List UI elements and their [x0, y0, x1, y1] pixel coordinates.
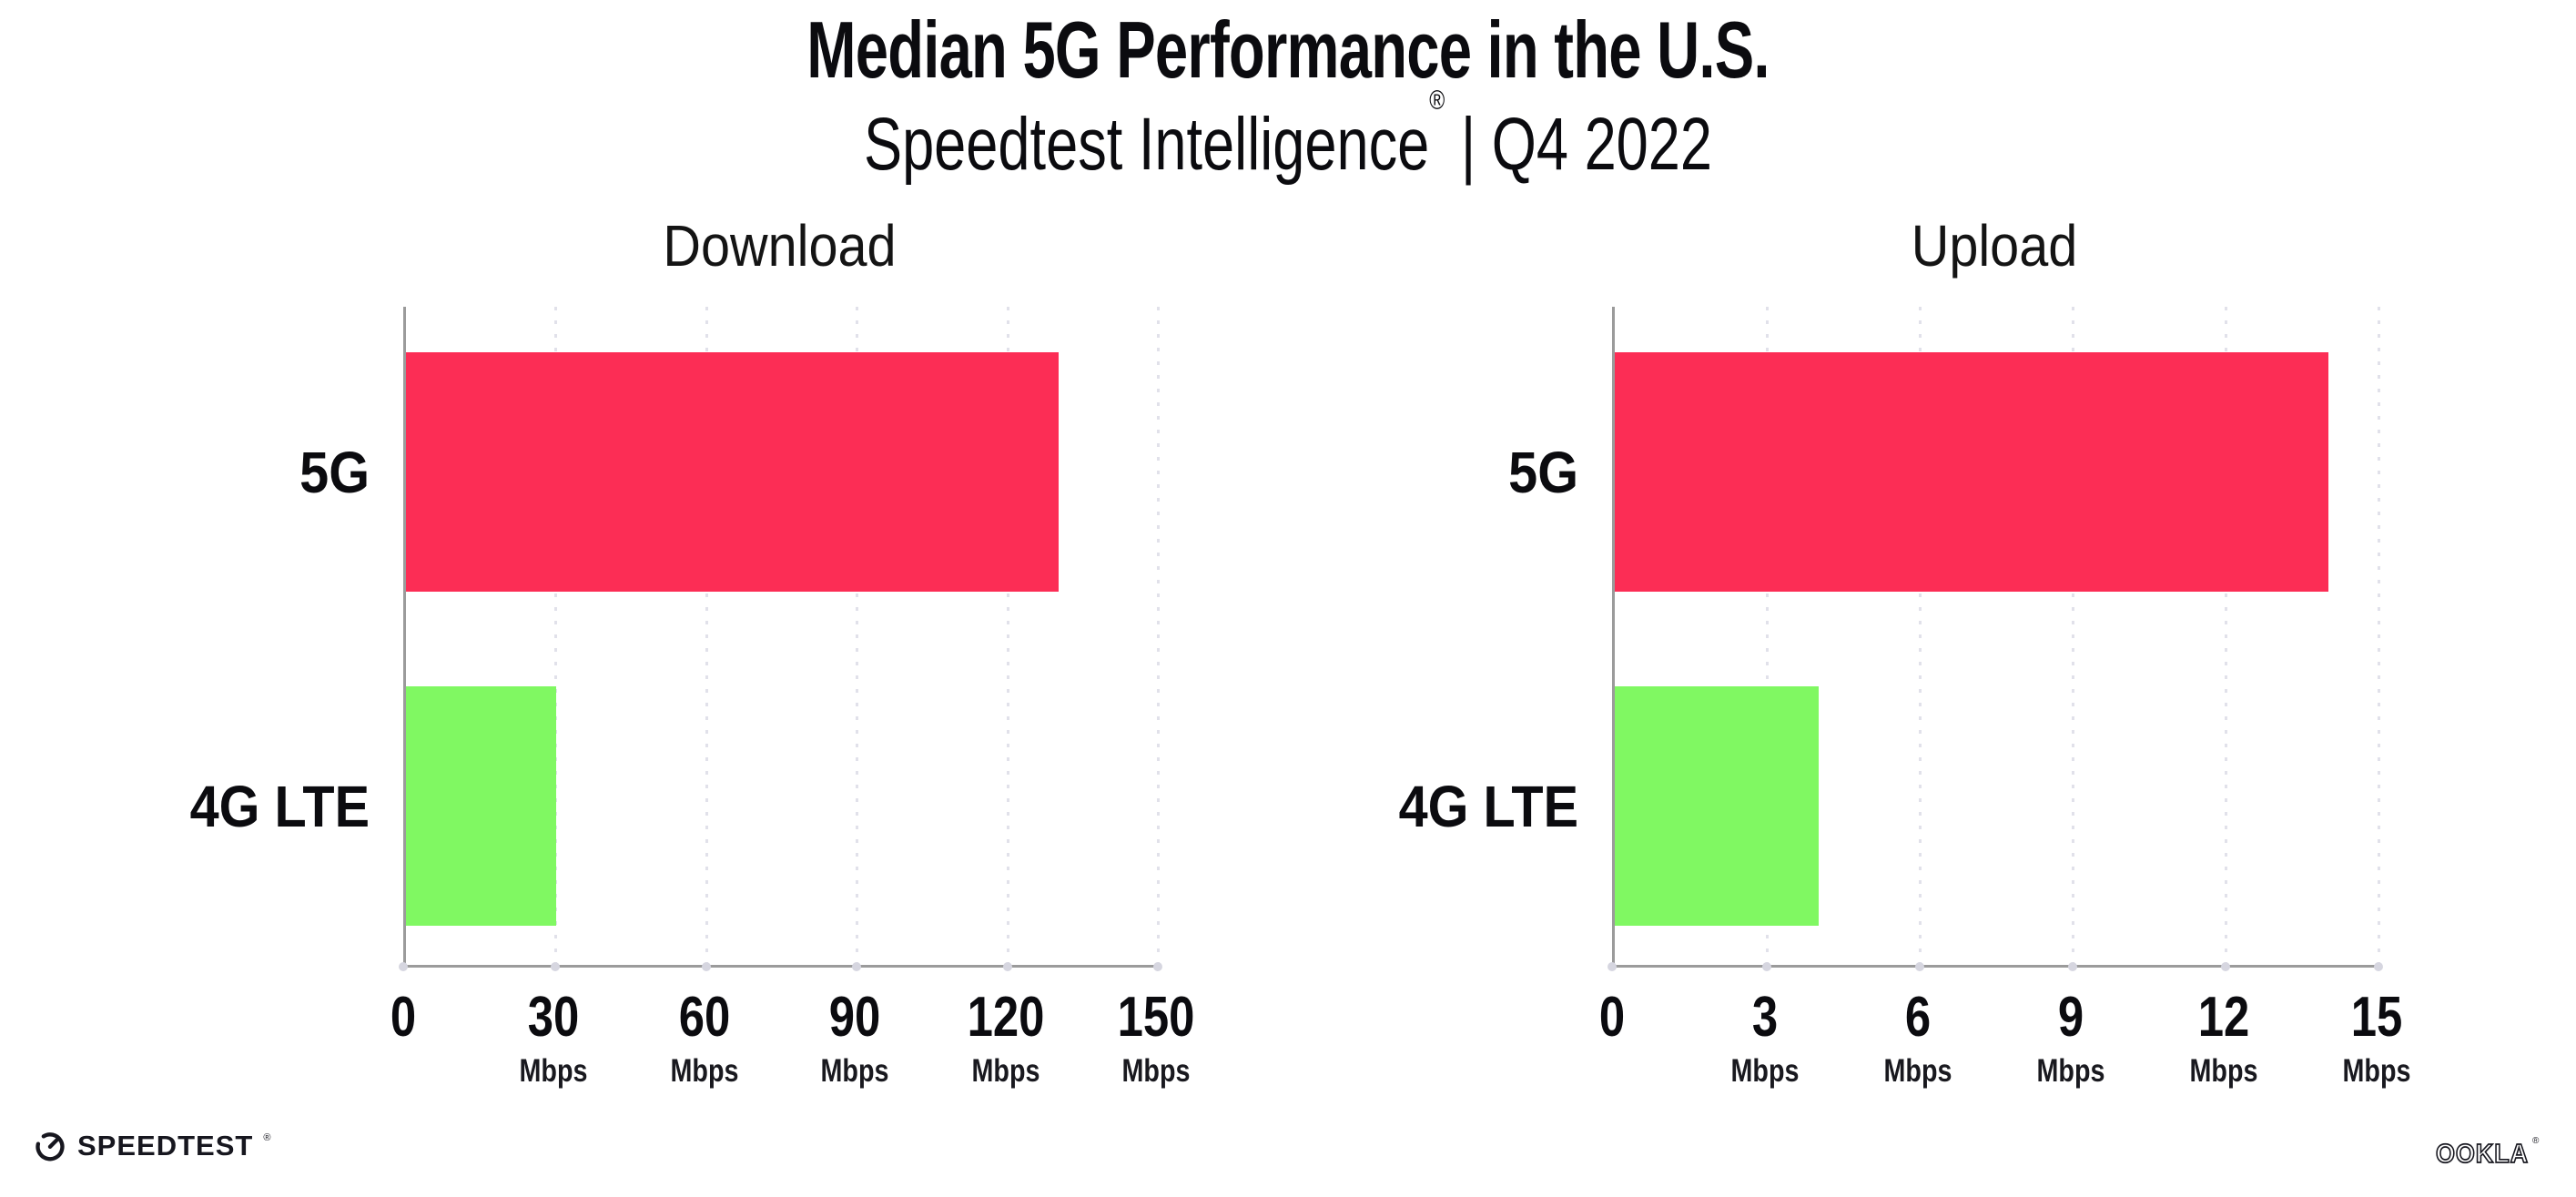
x-tick-6: 6 Mbps	[1884, 989, 1952, 1090]
x-tick-120: 120 Mbps	[967, 989, 1044, 1090]
gridline-15	[2374, 307, 2383, 971]
x-tick-9: 9 Mbps	[2037, 989, 2105, 1090]
page-title: Median 5G Performance in the U.S.	[806, 5, 1770, 95]
category-label-5g: 5G	[299, 439, 370, 505]
speedtest-wordmark: SPEEDTEST	[77, 1130, 254, 1161]
bar-5g-upload	[1615, 352, 2328, 592]
x-tick-unit: Mbps	[519, 1053, 588, 1089]
x-tick-unit: Mbps	[2189, 1053, 2258, 1089]
download-x-axis-ticks: 0 30 Mbps 60 Mbps 90 Mbps 120 Mbps 150 Mbps	[390, 989, 1195, 1135]
x-tick-unit: Mbps	[670, 1053, 739, 1089]
upload-x-axis-ticks: 0 3 Mbps 6 Mbps 9 Mbps 12 Mbps 15 Mbps	[1599, 989, 2411, 1135]
x-tick-150: 150 Mbps	[1118, 989, 1195, 1090]
bar-4g-lte-download	[406, 686, 557, 926]
x-tick-3: 3 Mbps	[1731, 989, 1800, 1090]
gridline-9	[2068, 307, 2077, 971]
category-label-4g-lte: 4G LTE	[1398, 773, 1578, 839]
gridline-3	[1762, 307, 1771, 971]
gridline-12	[2221, 307, 2230, 971]
x-tick-unit: Mbps	[1730, 1053, 1800, 1089]
x-tick-value: 120	[967, 986, 1045, 1049]
x-tick-12: 12 Mbps	[2190, 989, 2258, 1090]
subtitle-quarter: | Q4 2022	[1445, 103, 1713, 186]
x-tick-0: 0	[1599, 989, 1625, 1046]
gridline-60	[701, 307, 711, 971]
download-chart-title: Download	[663, 213, 897, 279]
x-tick-60: 60 Mbps	[670, 989, 738, 1090]
upload-chart-title: Upload	[1911, 213, 2078, 279]
x-tick-unit: Mbps	[1883, 1053, 1952, 1089]
speedtest-registered-mark: ®	[263, 1132, 271, 1143]
ookla-logo: OOKLA ®	[2434, 1132, 2552, 1177]
x-tick-value: 150	[1117, 986, 1195, 1049]
upload-chart-panel: Upload 5G 4G LTE 0 3 Mbps 6 Mbps 9 Mbps 12 Mbps 15…	[1399, 213, 2411, 1135]
x-tick-30: 30 Mbps	[520, 989, 588, 1090]
category-label-5g: 5G	[1508, 439, 1578, 505]
x-tick-value: 3	[1751, 986, 1779, 1049]
page-subtitle: Speedtest Intelligence® | Q4 2022	[296, 86, 2279, 188]
x-tick-value: 12	[2197, 986, 2250, 1049]
category-label-4g-lte: 4G LTE	[189, 773, 370, 839]
gridline-6	[1915, 307, 1924, 971]
x-tick-unit: Mbps	[2036, 1053, 2105, 1089]
ookla-registered-mark: ®	[2532, 1136, 2540, 1146]
gridline-120	[1002, 307, 1012, 971]
speedtest-gauge-icon	[35, 1132, 65, 1161]
download-plot-area: 5G 4G LTE	[190, 307, 1162, 971]
x-tick-value: 6	[1904, 986, 1932, 1049]
x-tick-value: 9	[2057, 986, 2084, 1049]
x-tick-value: 0	[390, 986, 417, 1049]
subtitle-brand: Speedtest Intelligence	[863, 103, 1430, 186]
x-tick-value: 60	[678, 986, 731, 1049]
bar-4g-lte-upload	[1615, 686, 1819, 926]
ookla-wordmark: OOKLA	[2436, 1140, 2529, 1169]
bar-5g-download	[406, 352, 1059, 592]
download-chart-panel: Download 5G 4G LTE 0 30 Mbps 60 Mbps 90 Mbps 120…	[190, 213, 1195, 1135]
x-tick-15: 15 Mbps	[2343, 989, 2411, 1090]
upload-plot-area: 5G 4G LTE	[1399, 307, 2383, 971]
x-tick-value: 90	[828, 986, 881, 1049]
x-tick-90: 90 Mbps	[821, 989, 889, 1090]
ookla-wordmark-svg: OOKLA ®	[2435, 1136, 2540, 1170]
x-tick-unit: Mbps	[1121, 1053, 1191, 1089]
x-tick-unit: Mbps	[820, 1053, 889, 1089]
x-tick-unit: Mbps	[971, 1053, 1040, 1089]
x-tick-unit: Mbps	[2342, 1053, 2411, 1089]
registered-trademark-mark: ®	[1429, 85, 1445, 116]
gridline-150	[1153, 307, 1162, 971]
gridline-90	[852, 307, 862, 971]
speedtest-logo: SPEEDTEST ®	[33, 1129, 270, 1163]
x-tick-value: 15	[2350, 986, 2403, 1049]
x-tick-0: 0	[390, 989, 416, 1046]
x-tick-value: 30	[528, 986, 580, 1049]
x-tick-value: 0	[1598, 986, 1626, 1049]
gridline-30	[551, 307, 561, 971]
